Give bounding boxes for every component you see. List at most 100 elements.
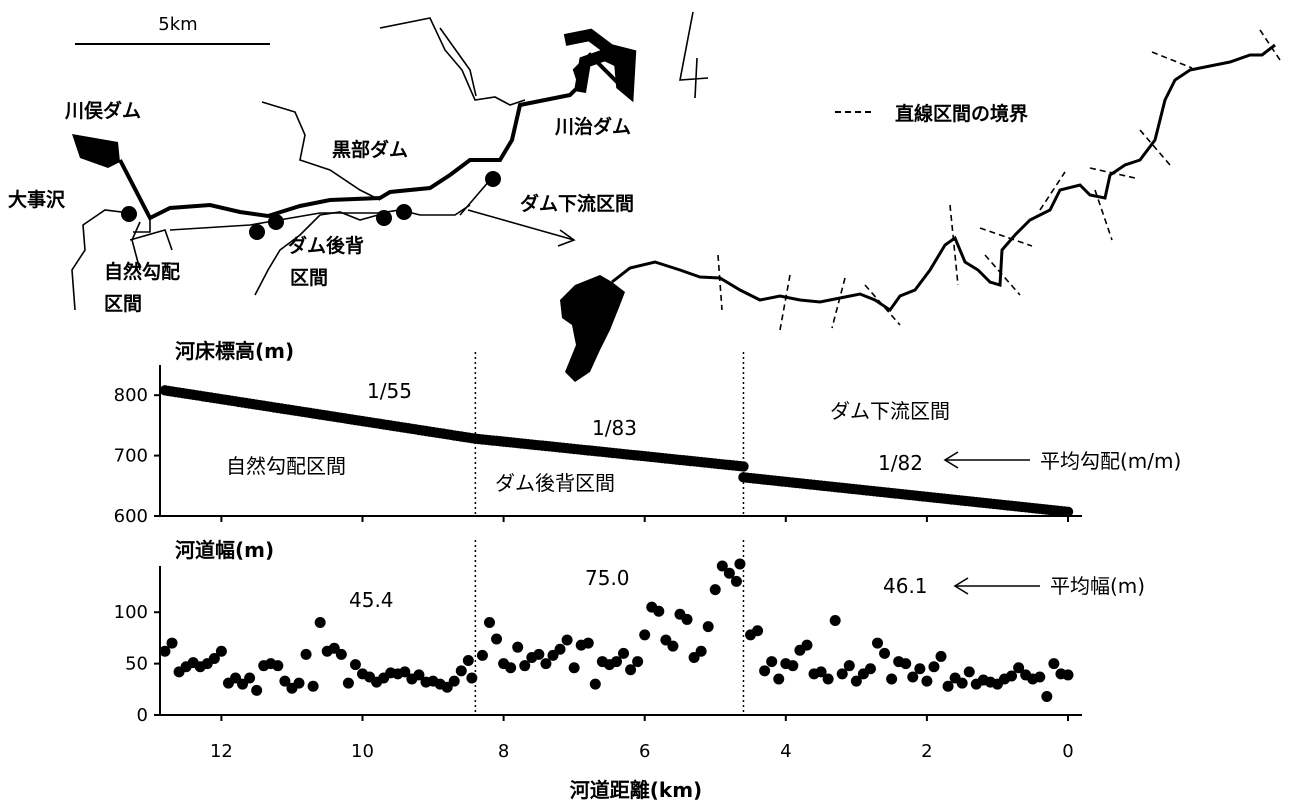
dam-backwater-section-label-2: 区間 [290, 267, 328, 289]
downstream-arrow [467, 209, 576, 247]
width-point [314, 617, 326, 629]
tributary-line [254, 211, 379, 296]
width-point [618, 647, 630, 659]
sample-site-dots [121, 171, 501, 240]
mean-width-natural: 45.4 [349, 588, 394, 612]
width-point [589, 678, 601, 690]
width-point [1062, 669, 1074, 681]
width-chart-title: 河道幅(m) [175, 538, 274, 562]
y-tick-label: 100 [114, 602, 148, 623]
width-point [533, 648, 545, 660]
width-point [667, 640, 679, 652]
width-point [942, 680, 954, 692]
width-point [505, 662, 517, 674]
gradient-label-natural: 1/55 [367, 379, 412, 403]
width-point [293, 677, 305, 689]
width-point [1034, 671, 1046, 683]
tributary-line [459, 179, 491, 216]
tributary-line [129, 229, 173, 251]
width-point [787, 660, 799, 672]
kawamata-dam-label: 川俣ダム [64, 99, 141, 122]
width-point [455, 665, 467, 677]
gradient-label-downstream: 1/82 [878, 451, 923, 475]
legend-boundary-label: 直線区間の境界 [895, 102, 1028, 125]
average-gradient-label: 平均勾配(m/m) [1040, 449, 1181, 473]
width-chart: 河道幅(m) 0 50 100 12 10 8 6 4 2 0 45.4 75.0 46.1 平均… [114, 538, 1145, 762]
width-point [886, 673, 898, 685]
width-point [215, 645, 227, 657]
width-point [466, 672, 478, 684]
width-point [815, 666, 827, 678]
width-point [730, 575, 742, 587]
boundary-dashes [717, 29, 1281, 331]
width-point [625, 664, 637, 676]
width-arrow-head [953, 577, 969, 595]
x-tick-label: 2 [921, 741, 932, 762]
kawamata-dam-lake [72, 134, 120, 168]
gradient-arrow-head [943, 451, 959, 469]
y-tick-label: 50 [125, 654, 148, 675]
width-point [413, 669, 425, 681]
width-point [752, 625, 764, 637]
width-point [822, 673, 834, 685]
width-point [561, 634, 573, 646]
width-point [829, 614, 841, 626]
width-point [907, 671, 919, 683]
x-tick-label: 4 [780, 741, 791, 762]
tributary-line [379, 17, 526, 106]
width-point [610, 656, 622, 668]
width-point [568, 662, 580, 674]
width-point [653, 605, 665, 617]
width-point [166, 637, 178, 649]
river-trace-map [560, 29, 1281, 382]
tributary-line [131, 221, 141, 271]
width-point [342, 677, 354, 689]
natural-gradient-section-label: 自然勾配 [104, 260, 180, 283]
width-point [1006, 670, 1018, 682]
width-point [963, 666, 975, 678]
tributary-line [71, 209, 131, 311]
width-point [519, 660, 531, 672]
gradient-label-backwater: 1/83 [592, 416, 637, 440]
width-point [1013, 662, 1025, 674]
width-point [159, 645, 171, 657]
river-trace-line [611, 43, 1276, 313]
width-point [639, 629, 651, 641]
kawaji-dam-lake [563, 28, 637, 103]
dam-backwater-section-label: ダム後背 [288, 234, 364, 257]
average-width-label: 平均幅(m) [1050, 574, 1145, 598]
width-point [836, 668, 848, 680]
width-point [709, 584, 721, 596]
x-tick-label: 10 [351, 741, 374, 762]
width-point [773, 673, 785, 685]
width-point [512, 641, 524, 653]
width-point [766, 656, 778, 668]
width-point [956, 677, 968, 689]
x-tick-label: 0 [1062, 741, 1073, 762]
width-point [879, 647, 891, 659]
width-point [632, 656, 644, 668]
width-point [921, 675, 933, 687]
tributary-line [439, 27, 477, 97]
width-point [850, 675, 862, 687]
width-point [900, 658, 912, 670]
mean-width-downstream: 46.1 [883, 574, 928, 598]
width-point [307, 680, 319, 692]
width-point [734, 558, 746, 570]
width-point [681, 613, 693, 625]
mean-width-backwater: 75.0 [585, 566, 630, 590]
width-point [554, 643, 566, 655]
section-label-downstream: ダム下流区間 [830, 399, 950, 423]
width-point [462, 655, 474, 667]
y-tick-label: 0 [137, 705, 148, 726]
scale-bar-label: 5km [158, 14, 197, 35]
width-point [208, 652, 220, 664]
width-point [272, 660, 284, 672]
width-point [914, 663, 926, 675]
natural-gradient-section-label-2: 区間 [104, 293, 142, 315]
kurobe-dam-label: 黒部ダム [332, 138, 408, 161]
y-tick-label: 800 [114, 385, 148, 406]
width-point [335, 648, 347, 660]
width-point [399, 666, 411, 678]
